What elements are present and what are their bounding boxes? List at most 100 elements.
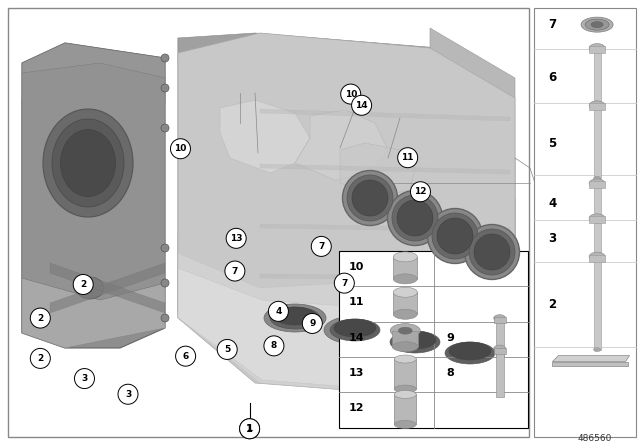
- Text: 6: 6: [182, 352, 189, 361]
- Text: 1: 1: [246, 424, 253, 433]
- Bar: [394, 359, 416, 389]
- Ellipse shape: [581, 17, 613, 32]
- Ellipse shape: [52, 119, 124, 207]
- Text: 1: 1: [246, 424, 253, 433]
- Polygon shape: [340, 143, 415, 196]
- Ellipse shape: [585, 19, 609, 30]
- Ellipse shape: [394, 391, 416, 398]
- Polygon shape: [552, 362, 627, 366]
- Polygon shape: [295, 110, 388, 180]
- Ellipse shape: [393, 287, 417, 297]
- Circle shape: [118, 384, 138, 404]
- Polygon shape: [178, 238, 510, 393]
- Ellipse shape: [493, 314, 506, 322]
- Circle shape: [161, 84, 169, 92]
- Circle shape: [161, 279, 169, 287]
- Circle shape: [239, 419, 260, 439]
- Polygon shape: [22, 278, 165, 348]
- Text: 9: 9: [447, 332, 454, 343]
- Bar: [593, 51, 600, 103]
- Bar: [493, 317, 506, 323]
- Ellipse shape: [76, 277, 104, 299]
- Text: 10: 10: [344, 90, 357, 99]
- Circle shape: [175, 346, 196, 366]
- Ellipse shape: [591, 22, 603, 28]
- Ellipse shape: [324, 316, 386, 344]
- Ellipse shape: [589, 43, 605, 52]
- Ellipse shape: [393, 309, 417, 319]
- Text: 2: 2: [37, 314, 44, 323]
- Text: 11: 11: [401, 153, 414, 162]
- Ellipse shape: [593, 348, 600, 352]
- Text: 8: 8: [271, 341, 277, 350]
- Ellipse shape: [593, 101, 600, 105]
- Ellipse shape: [474, 234, 510, 270]
- Ellipse shape: [493, 345, 506, 352]
- Ellipse shape: [390, 331, 440, 353]
- Ellipse shape: [449, 342, 491, 360]
- Polygon shape: [260, 224, 510, 232]
- Ellipse shape: [589, 214, 605, 223]
- Polygon shape: [260, 274, 510, 280]
- Ellipse shape: [394, 331, 436, 349]
- Bar: [589, 103, 605, 110]
- Text: 3: 3: [125, 390, 131, 399]
- Ellipse shape: [593, 177, 600, 181]
- Ellipse shape: [392, 195, 438, 241]
- Text: 11: 11: [348, 297, 364, 307]
- Circle shape: [161, 54, 169, 62]
- Text: 3: 3: [81, 374, 88, 383]
- Ellipse shape: [393, 252, 417, 262]
- Ellipse shape: [270, 307, 320, 329]
- Ellipse shape: [439, 339, 501, 367]
- Text: 14: 14: [348, 332, 364, 343]
- Bar: [589, 181, 605, 188]
- Bar: [589, 216, 605, 223]
- Polygon shape: [552, 356, 630, 362]
- Text: 13: 13: [230, 234, 243, 243]
- Ellipse shape: [397, 200, 433, 236]
- Circle shape: [334, 273, 355, 293]
- Ellipse shape: [593, 220, 600, 224]
- Circle shape: [161, 244, 169, 252]
- Bar: [589, 46, 605, 53]
- Polygon shape: [178, 38, 515, 400]
- Ellipse shape: [330, 319, 380, 341]
- Circle shape: [264, 336, 284, 356]
- Ellipse shape: [394, 355, 416, 363]
- Circle shape: [225, 261, 245, 281]
- Bar: [8, 8, 529, 437]
- Bar: [496, 321, 504, 356]
- Circle shape: [302, 314, 323, 333]
- Bar: [496, 352, 504, 396]
- Ellipse shape: [589, 101, 605, 110]
- Circle shape: [217, 340, 237, 359]
- Ellipse shape: [437, 218, 473, 254]
- Ellipse shape: [445, 342, 495, 364]
- Polygon shape: [50, 263, 165, 313]
- Polygon shape: [178, 253, 515, 403]
- Ellipse shape: [593, 254, 600, 258]
- Polygon shape: [255, 78, 510, 393]
- Text: 486560: 486560: [578, 434, 612, 443]
- Circle shape: [226, 228, 246, 248]
- Text: 5: 5: [224, 345, 230, 354]
- Bar: [394, 394, 416, 424]
- Text: 12: 12: [414, 187, 427, 196]
- Polygon shape: [178, 58, 255, 313]
- Circle shape: [268, 302, 289, 321]
- Text: 13: 13: [349, 368, 364, 378]
- Bar: [593, 108, 600, 178]
- Circle shape: [30, 349, 51, 368]
- Ellipse shape: [384, 328, 446, 356]
- Text: 10: 10: [174, 144, 187, 153]
- Ellipse shape: [274, 307, 316, 325]
- Ellipse shape: [589, 252, 605, 261]
- Bar: [593, 221, 600, 256]
- Ellipse shape: [465, 224, 520, 280]
- Text: 2: 2: [80, 280, 86, 289]
- Ellipse shape: [264, 304, 326, 332]
- Text: 5: 5: [548, 137, 557, 150]
- Polygon shape: [178, 33, 510, 168]
- Text: 12: 12: [348, 403, 364, 414]
